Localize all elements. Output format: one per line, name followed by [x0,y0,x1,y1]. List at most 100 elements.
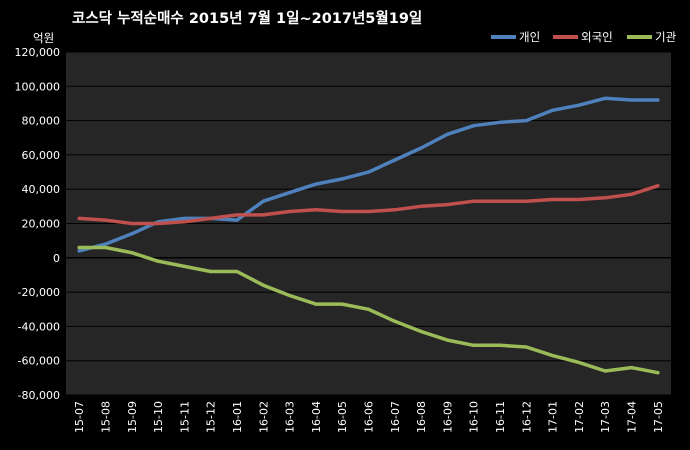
data-point [261,199,265,203]
x-tick-label: 16-05 [336,401,349,433]
y-tick-label: 80,000 [22,115,61,128]
data-point [235,269,239,274]
y-tick-label: 20,000 [22,218,61,231]
series-2 [77,245,660,375]
chart-title: 코스닥 누적순매수 2015년 7월 1일~2017년5월19일 [72,9,422,27]
data-point [551,353,555,358]
data-point [629,365,634,370]
data-point [340,177,344,181]
data-point [498,199,502,203]
x-tick-label: 17-03 [599,401,612,433]
data-point [419,146,423,150]
data-point [577,197,581,202]
data-point [656,371,660,375]
data-point [419,329,423,334]
data-point [577,103,581,107]
data-point [524,119,528,123]
data-point [130,221,134,226]
data-point [656,98,660,102]
x-tick-label: 16-01 [231,401,244,433]
y-tick-label: 40,000 [22,183,61,196]
legend: 개인 외국인 기관 [491,30,677,44]
x-tick-label: 16-11 [494,401,507,433]
data-point [445,132,450,136]
x-tick-label: 16-09 [441,401,454,433]
x-tick-label: 15-11 [178,401,191,433]
data-point [393,208,397,212]
data-point [524,345,528,349]
x-tick-label: 16-12 [520,401,533,433]
data-point [629,98,634,102]
y-tick-label: 0 [53,252,60,265]
y-tick-label: 100,000 [15,80,61,93]
x-tick-label: 17-04 [626,401,639,433]
x-tick-label: 17-05 [652,401,665,433]
data-point [419,204,423,208]
data-point [235,218,239,222]
x-tick-label: 15-07 [73,401,86,433]
data-point [603,96,607,100]
data-point [366,209,371,214]
data-point [366,170,371,174]
data-point [445,338,450,342]
x-tick-label: 16-03 [284,401,297,433]
series-0 [77,96,660,253]
x-tick-label: 15-12 [205,401,218,433]
data-point [261,283,265,287]
data-point [314,208,318,212]
data-point [261,213,265,217]
x-tick-label: 16-07 [389,401,402,433]
x-tick-label: 16-04 [310,401,323,433]
y-tick-label: -40,000 [18,320,60,333]
data-point [103,245,108,250]
data-point [393,158,397,162]
x-tick-label: 16-10 [468,401,481,433]
data-point [156,259,160,263]
x-tick-label: 17-02 [573,401,586,433]
y-axis-unit-label: 억원 [33,31,54,45]
data-point [77,245,81,250]
data-point [340,302,344,306]
y-tick-label: -20,000 [18,286,60,299]
data-point [340,209,344,214]
data-point [524,199,528,203]
series-1 [77,184,660,226]
data-point [472,343,476,347]
y-tick-label: -80,000 [18,389,60,402]
data-point [445,203,450,207]
series-lines [77,96,660,375]
data-point [235,213,239,217]
data-point [156,221,160,226]
y-tick-label: 60,000 [22,149,61,162]
data-point [314,302,318,306]
data-point [77,216,81,220]
data-point [366,307,371,311]
data-point [182,216,186,220]
data-point [182,264,186,268]
x-tick-label: 16-08 [415,401,428,433]
legend-label-foreign: 외국인 [581,30,613,44]
x-tick-label: 15-09 [126,401,139,433]
data-point [287,209,292,214]
data-point [130,251,134,255]
legend-label-individual: 개인 [519,30,540,44]
x-axis-tick-labels: 15-07 15-08 15-09 15-10 15-11 15-12 16-01 16-02… [73,401,665,433]
data-point [551,197,555,202]
y-tick-label: 120,000 [15,46,61,59]
x-tick-label: 16-02 [257,401,270,433]
x-tick-label: 15-08 [99,401,112,433]
data-point [182,220,186,224]
data-point [287,293,292,298]
legend-label-institution: 기관 [655,30,677,44]
y-axis-tick-labels: 120,000 100,000 80,000 60,000 40,000 20,000 0 -… [15,46,61,402]
data-point [314,182,318,186]
data-point [103,218,108,222]
x-tick-label: 17-01 [547,401,560,433]
data-point [577,360,581,365]
data-point [656,184,660,188]
x-tick-label: 15-10 [152,401,165,433]
data-point [130,232,134,236]
data-point [209,269,213,274]
data-point [103,242,108,246]
data-point [393,319,397,323]
